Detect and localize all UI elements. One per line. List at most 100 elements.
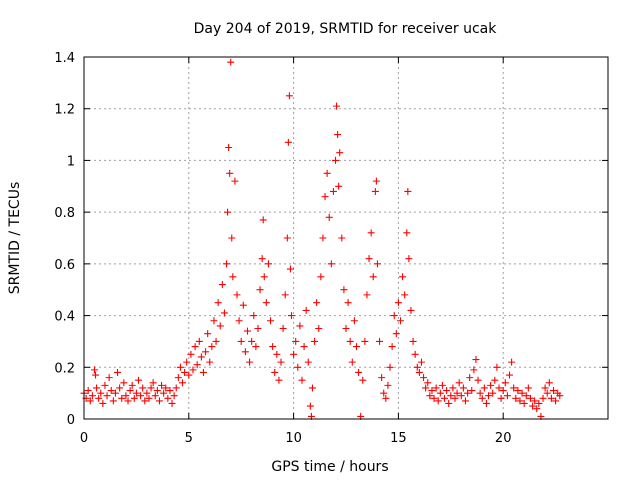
data-point bbox=[174, 374, 182, 382]
data-point bbox=[250, 312, 258, 320]
data-point bbox=[409, 337, 417, 345]
data-point bbox=[417, 358, 425, 366]
data-point bbox=[252, 343, 260, 351]
data-point bbox=[380, 389, 388, 397]
data-point bbox=[497, 394, 505, 402]
data-point bbox=[275, 376, 283, 384]
data-point bbox=[526, 394, 534, 402]
data-point bbox=[315, 325, 323, 332]
data-point bbox=[493, 363, 501, 371]
data-point bbox=[367, 229, 375, 237]
data-point bbox=[325, 213, 333, 221]
data-point bbox=[556, 392, 564, 400]
data-point bbox=[107, 387, 115, 395]
data-point bbox=[239, 301, 247, 309]
data-point bbox=[126, 387, 134, 395]
data-point bbox=[218, 281, 226, 289]
data-point bbox=[550, 387, 558, 395]
data-point bbox=[472, 356, 480, 364]
data-points bbox=[80, 58, 564, 420]
data-point bbox=[522, 392, 530, 400]
data-point bbox=[227, 58, 235, 66]
x-tick-label: 5 bbox=[185, 431, 193, 446]
data-point bbox=[141, 397, 149, 405]
data-point bbox=[202, 348, 210, 356]
data-point bbox=[520, 399, 528, 407]
data-point bbox=[415, 368, 423, 376]
data-point bbox=[116, 384, 124, 392]
data-point bbox=[369, 273, 377, 281]
data-point bbox=[371, 187, 379, 195]
data-point bbox=[279, 325, 287, 332]
y-tick-label: 0 bbox=[67, 413, 75, 428]
data-point bbox=[529, 402, 537, 410]
data-point bbox=[396, 317, 404, 325]
data-point bbox=[179, 379, 187, 387]
data-point bbox=[208, 343, 216, 351]
x-tick-label: 20 bbox=[495, 431, 512, 446]
data-point bbox=[434, 397, 442, 405]
data-point bbox=[365, 255, 373, 263]
data-point bbox=[195, 337, 203, 345]
data-point bbox=[97, 389, 105, 397]
data-point bbox=[267, 317, 275, 325]
data-point bbox=[338, 234, 346, 242]
data-point bbox=[373, 260, 381, 268]
data-point bbox=[259, 216, 267, 224]
data-point bbox=[361, 337, 369, 345]
data-point bbox=[176, 363, 184, 371]
data-point bbox=[543, 389, 551, 397]
data-point bbox=[478, 394, 486, 402]
y-tick-label: 0.8 bbox=[54, 206, 75, 221]
data-point bbox=[101, 381, 109, 389]
data-point bbox=[346, 337, 354, 345]
data-point bbox=[229, 273, 237, 281]
data-point bbox=[262, 299, 270, 307]
data-point bbox=[223, 260, 231, 268]
data-point bbox=[394, 299, 402, 307]
data-point bbox=[457, 392, 465, 400]
data-point bbox=[111, 389, 119, 397]
plot-frame bbox=[83, 56, 609, 420]
data-point bbox=[335, 182, 343, 190]
data-point bbox=[319, 234, 327, 242]
data-point bbox=[269, 343, 277, 351]
data-point bbox=[147, 384, 155, 392]
data-point bbox=[533, 405, 541, 413]
data-point bbox=[501, 379, 509, 387]
data-point bbox=[313, 299, 321, 307]
data-point bbox=[495, 384, 503, 392]
data-point bbox=[428, 387, 436, 395]
data-point bbox=[170, 392, 178, 400]
data-point bbox=[350, 317, 358, 325]
data-point bbox=[514, 387, 522, 395]
data-point bbox=[547, 394, 555, 402]
data-point bbox=[132, 389, 140, 397]
data-point bbox=[216, 322, 224, 330]
x-tick-label: 15 bbox=[390, 431, 407, 446]
data-point bbox=[206, 358, 214, 366]
data-point bbox=[286, 265, 294, 273]
data-point bbox=[378, 374, 386, 382]
data-point bbox=[453, 389, 461, 397]
data-point bbox=[122, 392, 130, 400]
data-point bbox=[158, 381, 166, 389]
data-point bbox=[120, 379, 128, 387]
data-point bbox=[461, 397, 469, 405]
data-point bbox=[321, 193, 329, 201]
data-point bbox=[480, 384, 488, 392]
data-point bbox=[114, 368, 122, 376]
data-point bbox=[214, 299, 222, 307]
data-point bbox=[228, 234, 236, 242]
data-point bbox=[92, 371, 100, 379]
data-point bbox=[407, 306, 415, 314]
data-point bbox=[128, 381, 136, 389]
data-point bbox=[118, 394, 126, 402]
data-point bbox=[552, 397, 560, 405]
data-point bbox=[482, 399, 490, 407]
data-point bbox=[464, 389, 472, 397]
data-point bbox=[302, 306, 310, 314]
y-tick-label: 1.2 bbox=[54, 103, 75, 118]
data-point bbox=[474, 376, 482, 384]
data-point bbox=[382, 394, 390, 402]
